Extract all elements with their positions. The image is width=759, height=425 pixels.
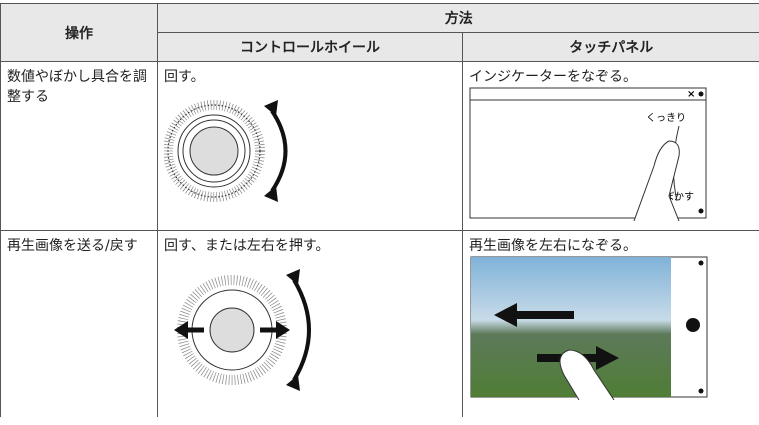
wheel-illustration — [174, 269, 311, 391]
touch-illustration: × くっきり ぼかす — [469, 87, 707, 222]
text: 再生画像を左右になぞる。 — [469, 238, 637, 254]
text: 回す、または左右を押す。 — [164, 238, 330, 254]
text: くっきり — [646, 112, 686, 124]
text: インジケーターをなぞる。 — [469, 69, 637, 85]
header-cell: 操作 — [0, 3, 158, 62]
text: 数値やぼかし具合を調整する — [7, 69, 147, 105]
cell: 回す。 — [157, 61, 463, 231]
header-cell: タッチパネル — [462, 32, 759, 62]
touch-illustration — [470, 256, 708, 401]
wheel-illustration — [163, 100, 288, 202]
table: 操作 方法 コントロールホイール タッチパネル 数値やぼかし具合を調整する 回す… — [0, 3, 759, 417]
header-cell: コントロールホイール — [157, 32, 463, 62]
cell: 再生画像を左右になぞる。 — [462, 230, 759, 417]
svg-text:×: × — [687, 89, 695, 100]
header-cell: 方法 — [157, 3, 759, 33]
row-label: 数値やぼかし具合を調整する — [0, 61, 158, 231]
text: 再生画像を送る/戻す — [7, 238, 138, 254]
cell: インジケーターをなぞる。 × くっきり ぼかす — [462, 61, 759, 231]
cell: 回す、または左右を押す。 — [157, 230, 463, 417]
text: ぼかす — [664, 191, 694, 203]
text: 回す。 — [164, 69, 205, 85]
row-label: 再生画像を送る/戻す — [0, 230, 158, 417]
